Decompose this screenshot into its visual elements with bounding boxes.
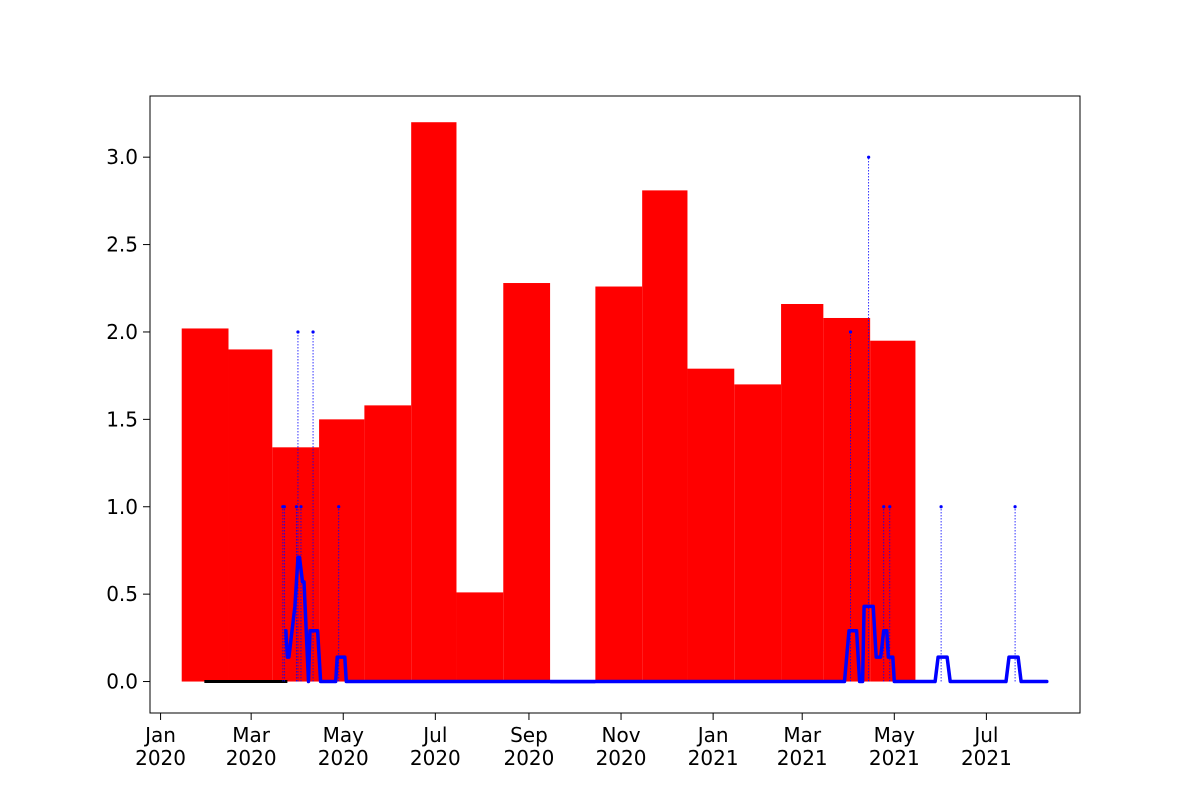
x-tick-label-year: 2021 <box>777 746 828 770</box>
bar-12 <box>687 368 735 682</box>
bar-1 <box>181 328 229 682</box>
bar-3 <box>272 447 320 682</box>
event-point-11 <box>888 505 892 509</box>
y-tick-label: 1.0 <box>106 495 138 519</box>
x-tick-label-month: May <box>323 723 365 747</box>
x-tick-label-year: 2020 <box>135 746 186 770</box>
x-tick-label-month: Jan <box>696 723 729 747</box>
x-tick-label-year: 2020 <box>596 746 647 770</box>
event-point-13 <box>1013 505 1017 509</box>
x-tick-label-month: Jan <box>143 723 176 747</box>
bar-10 <box>595 286 643 682</box>
event-point-6 <box>311 330 315 334</box>
x-tick-label-year: 2021 <box>688 746 739 770</box>
x-tick-label-month: Jul <box>972 723 998 747</box>
bar-13 <box>734 384 782 682</box>
plot-area <box>181 122 1049 684</box>
x-tick-label-month: May <box>874 723 916 747</box>
bar-16 <box>870 340 916 682</box>
x-tick-label-year: 2021 <box>961 746 1012 770</box>
bar-4 <box>319 419 365 682</box>
event-point-7 <box>337 505 341 509</box>
y-tick-label: 0.5 <box>106 582 138 606</box>
x-tick-label-month: Mar <box>232 723 271 747</box>
event-point-5 <box>299 505 303 509</box>
axes-frame <box>149 95 1081 714</box>
event-point-2 <box>282 505 286 509</box>
event-point-10 <box>882 505 886 509</box>
event-point-3 <box>294 505 299 509</box>
y-tick-label: 2.5 <box>106 233 138 257</box>
bar-14 <box>781 303 824 682</box>
bar-2 <box>228 349 273 682</box>
bar-7 <box>456 592 504 682</box>
x-tick-label-year: 2020 <box>318 746 369 770</box>
y-tick-label: 2.0 <box>106 320 138 344</box>
x-tick-label-month: Jul <box>421 723 447 747</box>
bar-8 <box>503 283 551 682</box>
x-tick-label-month: Mar <box>783 723 822 747</box>
bar-6 <box>411 122 457 682</box>
bar-11 <box>642 190 688 682</box>
rolling-series-line <box>284 555 1049 684</box>
x-tick-label-year: 2020 <box>226 746 277 770</box>
y-axis: 0.0 0.5 1.0 1.5 2.0 2.5 3.0 <box>106 145 150 694</box>
event-point-8 <box>848 330 853 334</box>
y-tick-label: 3.0 <box>106 145 138 169</box>
bar-5 <box>364 405 412 682</box>
y-tick-label: 1.5 <box>106 407 138 431</box>
event-point-9 <box>867 155 871 159</box>
event-point-4 <box>296 330 300 334</box>
x-axis: Jan2020Mar2020May2020Jul2020Sep2020Nov20… <box>135 713 1012 770</box>
y-tick-label: 0.0 <box>106 670 138 694</box>
event-point-12 <box>939 505 943 509</box>
x-tick-label-year: 2020 <box>410 746 461 770</box>
x-tick-label-month: Sep <box>510 723 548 747</box>
x-tick-label-year: 2021 <box>869 746 920 770</box>
x-tick-label-year: 2020 <box>503 746 554 770</box>
x-tick-label-month: Nov <box>602 723 641 747</box>
